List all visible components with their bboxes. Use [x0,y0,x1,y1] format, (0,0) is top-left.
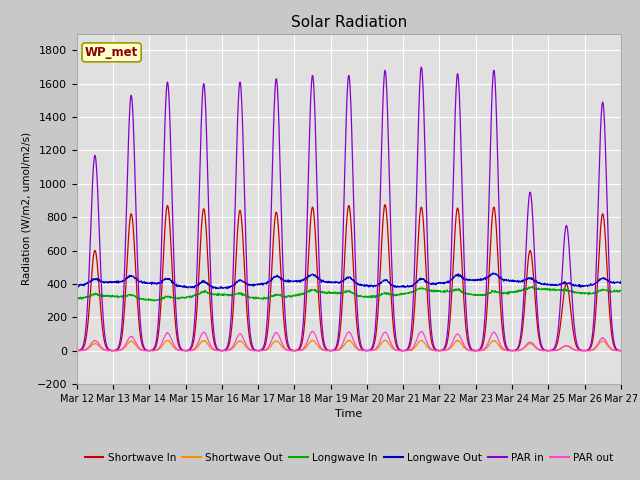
Longwave In [151,298,159,304]
Text: WP_met: WP_met [85,46,138,59]
PAR in [617,348,625,353]
Shortwave Out [255,348,262,353]
Longwave Out [617,279,625,285]
Longwave In [505,290,513,296]
Longwave In [553,287,561,292]
Longwave Out [434,280,442,286]
Shortwave In [73,348,81,353]
Legend: Shortwave In, Shortwave Out, Longwave In, Longwave Out, PAR in, PAR out: Shortwave In, Shortwave Out, Longwave In… [81,449,617,467]
Line: PAR out: PAR out [77,331,621,351]
PAR out [73,348,81,354]
PAR out [180,348,188,354]
Longwave Out [553,283,561,288]
Shortwave In [617,348,625,353]
PAR in [255,348,262,353]
Line: Longwave Out: Longwave Out [77,273,621,288]
PAR out [434,348,442,354]
Shortwave In [255,348,262,353]
Line: Shortwave Out: Shortwave Out [77,340,621,350]
PAR out [505,348,513,354]
X-axis label: Time: Time [335,409,362,419]
Longwave In [181,294,189,300]
PAR in [194,243,202,249]
Line: Shortwave In: Shortwave In [77,205,621,350]
PAR in [505,347,513,352]
Longwave In [434,288,442,294]
Shortwave Out [434,348,442,353]
Longwave In [255,296,263,301]
Shortwave Out [180,348,188,353]
Shortwave In [553,343,561,348]
PAR out [255,348,262,353]
Shortwave In [180,348,188,353]
PAR out [470,348,477,354]
Longwave Out [505,278,513,284]
Shortwave In [434,348,442,353]
PAR in [553,338,561,344]
Shortwave In [381,202,388,208]
Shortwave In [505,347,513,353]
PAR out [617,348,625,353]
Shortwave Out [381,337,388,343]
Longwave Out [255,281,263,287]
Shortwave Out [505,348,513,353]
Line: Longwave In: Longwave In [77,287,621,301]
PAR out [309,328,317,334]
PAR in [434,348,442,353]
Longwave In [617,287,625,293]
Shortwave Out [73,348,81,353]
PAR in [180,348,188,353]
Longwave Out [73,283,81,289]
Title: Solar Radiation: Solar Radiation [291,15,407,30]
Longwave In [195,291,202,297]
Longwave In [73,296,81,302]
Shortwave Out [553,348,561,353]
PAR in [73,348,81,353]
Line: PAR in: PAR in [77,67,621,350]
Shortwave In [194,292,202,298]
Shortwave Out [194,344,202,350]
Longwave Out [489,270,497,276]
Longwave Out [194,282,202,288]
Longwave In [528,284,536,289]
PAR out [194,340,202,346]
PAR in [417,64,425,70]
Shortwave Out [617,348,625,353]
PAR out [553,347,561,353]
Y-axis label: Radiation (W/m2, umol/m2/s): Radiation (W/m2, umol/m2/s) [21,132,31,286]
Longwave Out [180,284,188,290]
Longwave Out [213,286,221,291]
